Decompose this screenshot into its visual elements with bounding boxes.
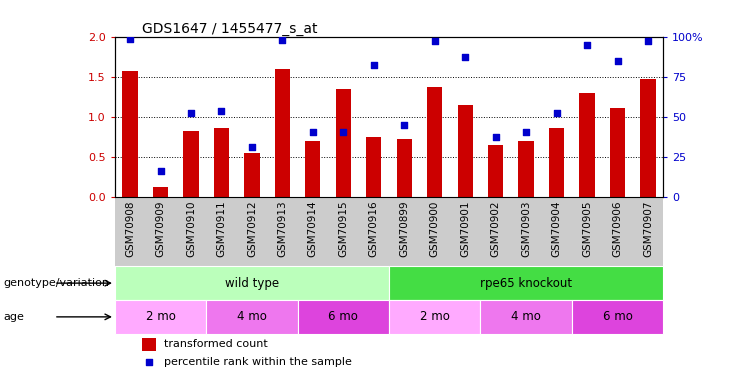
Point [520,129,532,135]
Text: genotype/variation: genotype/variation [4,278,110,288]
Bar [184,131,199,197]
Bar [457,105,473,197]
Point [490,134,502,140]
Bar [298,300,389,334]
Text: GSM70908: GSM70908 [125,200,135,257]
Bar [396,139,412,197]
Text: GSM70900: GSM70900 [430,200,439,257]
Point [642,39,654,45]
Text: transformed count: transformed count [165,339,268,349]
Text: rpe65 knockout: rpe65 knockout [480,277,572,290]
Text: 2 mo: 2 mo [420,310,450,323]
Text: GSM70912: GSM70912 [247,200,257,257]
Point [155,168,167,174]
Bar [336,89,351,197]
Point [459,54,471,60]
Text: GSM70916: GSM70916 [369,200,379,257]
Bar [366,137,382,197]
Point [185,110,197,116]
Bar [115,266,389,300]
Bar [275,69,290,197]
Point [551,110,562,116]
Bar [214,128,229,197]
Bar [153,186,168,197]
Text: GSM70899: GSM70899 [399,200,409,257]
Text: percentile rank within the sample: percentile rank within the sample [165,357,352,367]
Text: age: age [4,312,24,322]
Bar [305,141,321,197]
Text: GSM70913: GSM70913 [277,200,288,257]
Point [143,359,155,365]
Text: GSM70901: GSM70901 [460,200,471,257]
Text: GSM70902: GSM70902 [491,200,501,257]
Text: GSM70914: GSM70914 [308,200,318,257]
Point [368,62,379,68]
Bar [427,87,442,197]
Text: GSM70910: GSM70910 [186,200,196,257]
Text: GSM70904: GSM70904 [551,200,562,257]
Bar [572,300,663,334]
Bar [142,338,156,351]
Bar [519,141,534,197]
Text: GSM70915: GSM70915 [339,200,348,257]
Bar [480,300,572,334]
Point [581,42,593,48]
Bar [610,108,625,197]
Point [337,129,349,135]
Text: 4 mo: 4 mo [237,310,267,323]
Point [399,122,411,128]
Text: 4 mo: 4 mo [511,310,541,323]
Text: GSM70909: GSM70909 [156,200,165,257]
Text: GSM70906: GSM70906 [613,200,622,257]
Bar [579,93,594,197]
Text: 2 mo: 2 mo [146,310,176,323]
Text: 6 mo: 6 mo [328,310,358,323]
Bar [122,71,138,197]
Point [246,144,258,150]
Bar [389,266,663,300]
Bar [640,79,656,197]
Text: GSM70903: GSM70903 [521,200,531,257]
Text: GSM70907: GSM70907 [643,200,653,257]
Point [307,129,319,135]
Point [429,39,441,45]
Point [216,108,227,114]
Text: 6 mo: 6 mo [602,310,632,323]
Bar [389,300,480,334]
Text: GSM70911: GSM70911 [216,200,227,257]
Bar [206,300,298,334]
Point [276,37,288,43]
Text: GDS1647 / 1455477_s_at: GDS1647 / 1455477_s_at [142,22,318,36]
Text: wild type: wild type [225,277,279,290]
Point [611,58,623,64]
Point [124,36,136,42]
Bar [115,300,206,334]
Text: GSM70905: GSM70905 [582,200,592,257]
Bar [488,145,503,197]
Bar [549,128,564,197]
Bar [245,153,259,197]
